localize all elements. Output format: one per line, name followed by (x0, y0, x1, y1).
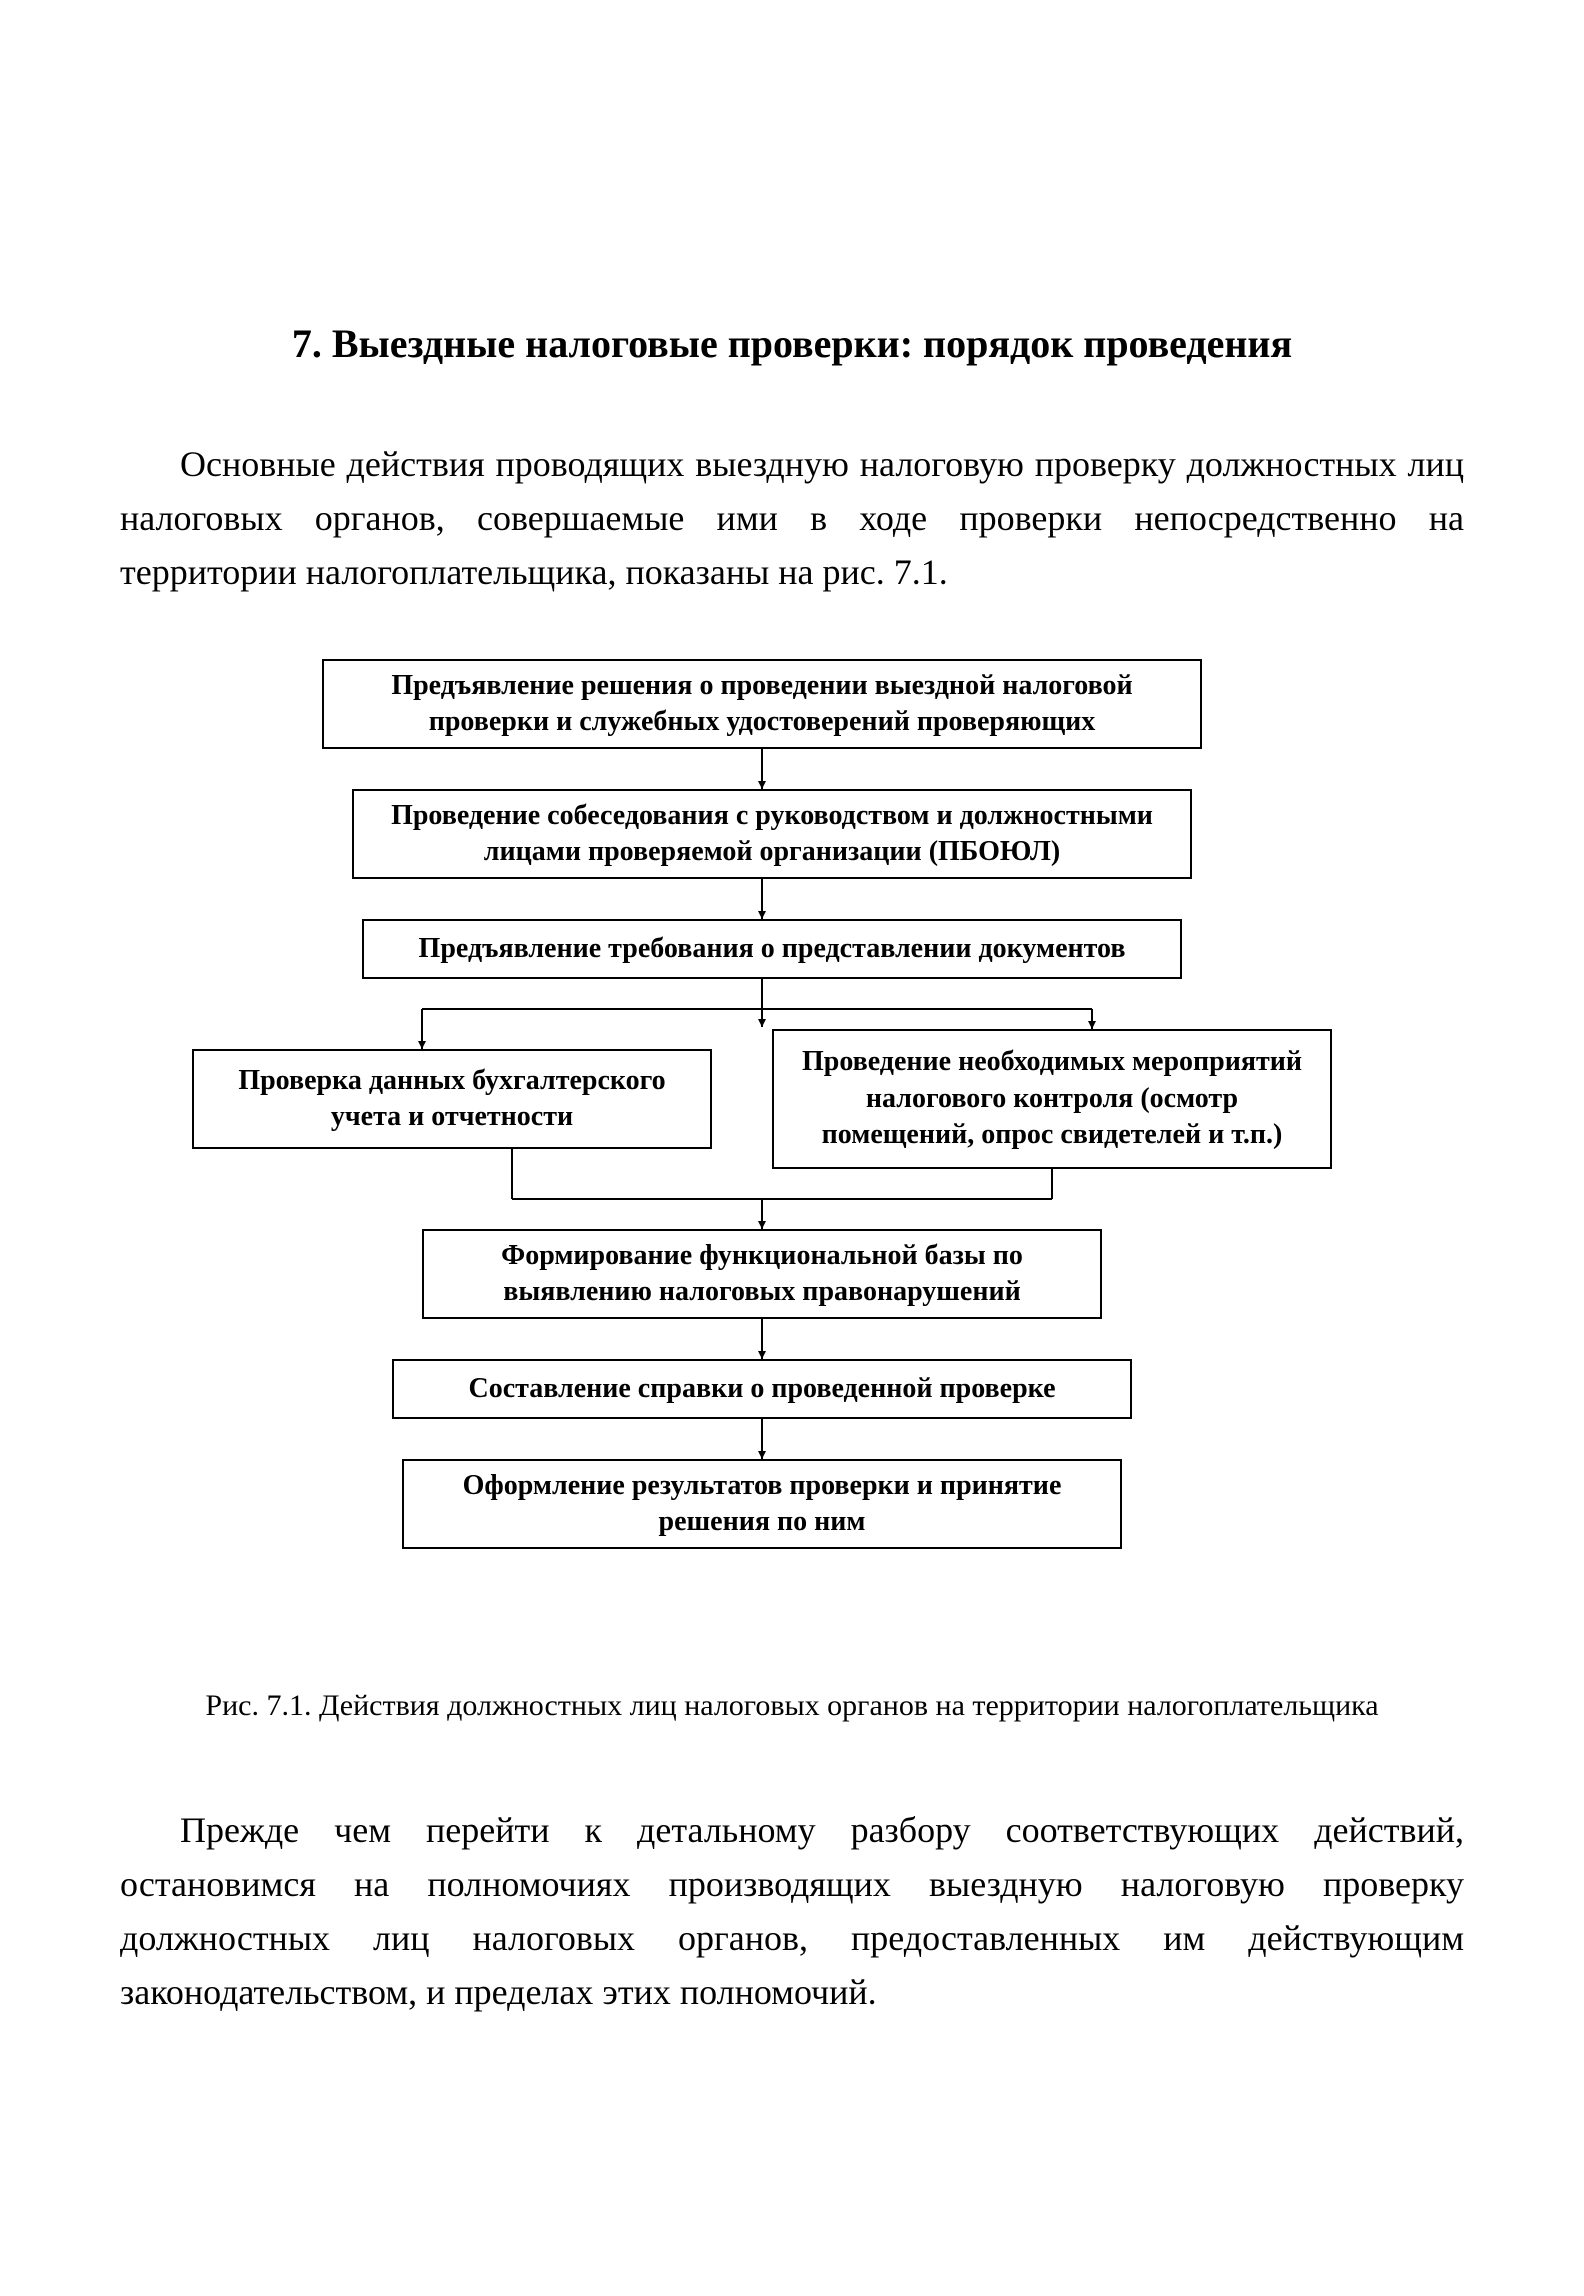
flow-box-7: Составление справки о проведенной провер… (392, 1359, 1132, 1419)
outro-paragraph: Прежде чем перейти к детальному разбору … (120, 1803, 1464, 2019)
flow-box-1: Предъявление решения о проведении выездн… (322, 659, 1202, 749)
flow-box-8: Оформление результатов проверки и принят… (402, 1459, 1122, 1549)
flow-box-3: Предъявление требования о представлении … (362, 919, 1182, 979)
flow-box-5: Проведение необходимых мероприятий налог… (772, 1029, 1332, 1169)
flow-box-6: Формирование функциональной базы по выяв… (422, 1229, 1102, 1319)
flow-box-2: Проведение собеседования с руководством … (352, 789, 1192, 879)
intro-paragraph: Основные действия проводящих выездную на… (120, 437, 1464, 599)
flow-box-4: Проверка данных бухгалтерского учета и о… (192, 1049, 712, 1149)
flowchart: Предъявление решения о проведении выездн… (192, 659, 1392, 1659)
figure-caption: Рис. 7.1. Действия должностных лиц налог… (120, 1689, 1464, 1723)
section-heading: 7. Выездные налоговые проверки: порядок … (120, 320, 1464, 367)
page: 7. Выездные налоговые проверки: порядок … (0, 0, 1584, 2296)
